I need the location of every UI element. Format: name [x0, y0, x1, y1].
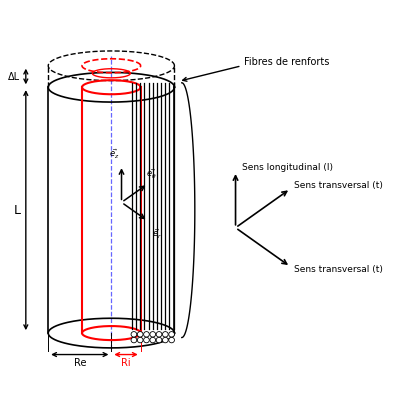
Text: $\vec{e_r}$: $\vec{e_r}$: [152, 228, 162, 241]
Circle shape: [156, 332, 162, 337]
Text: $\vec{e_z}$: $\vec{e_z}$: [109, 148, 119, 162]
Circle shape: [143, 332, 149, 337]
Circle shape: [156, 337, 162, 343]
Text: Ri: Ri: [121, 358, 130, 368]
Circle shape: [162, 332, 168, 337]
Circle shape: [150, 337, 155, 343]
Text: Sens longitudinal (l): Sens longitudinal (l): [241, 163, 332, 172]
Circle shape: [162, 337, 168, 343]
Text: Fibres de renforts: Fibres de renforts: [243, 57, 328, 67]
Circle shape: [150, 332, 155, 337]
Circle shape: [169, 337, 174, 343]
Circle shape: [137, 337, 143, 343]
Text: ΔL: ΔL: [8, 72, 20, 81]
Text: $\vec{e_\theta}$: $\vec{e_\theta}$: [146, 167, 156, 180]
Text: L: L: [13, 204, 20, 217]
Circle shape: [143, 337, 149, 343]
Text: Sens transversal (t): Sens transversal (t): [293, 265, 382, 274]
Circle shape: [169, 332, 174, 337]
Text: Re: Re: [73, 358, 86, 368]
Circle shape: [131, 332, 137, 337]
Circle shape: [137, 332, 143, 337]
Text: Sens transversal (t): Sens transversal (t): [293, 181, 382, 190]
Circle shape: [131, 337, 137, 343]
